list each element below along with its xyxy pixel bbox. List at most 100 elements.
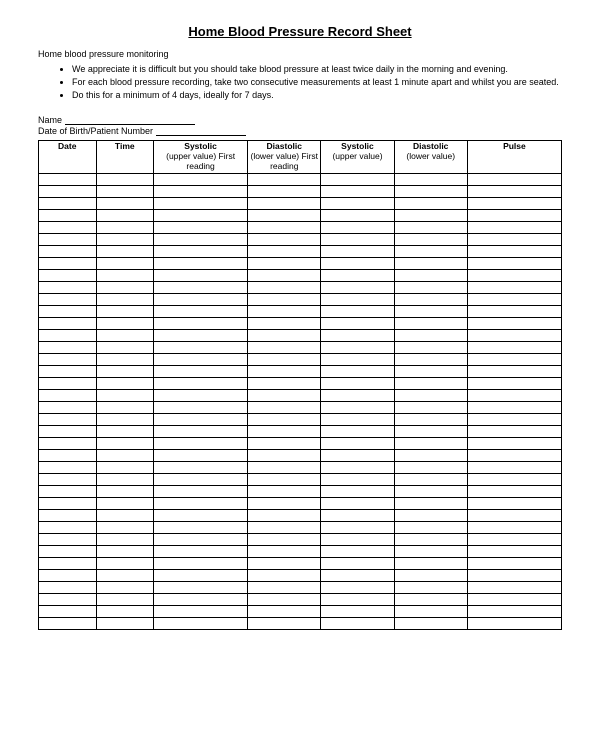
- table-cell: [96, 221, 154, 233]
- table-cell: [394, 197, 467, 209]
- table-cell: [394, 473, 467, 485]
- table-cell: [467, 353, 561, 365]
- table-cell: [248, 281, 321, 293]
- table-row: [39, 569, 562, 581]
- table-cell: [321, 173, 394, 185]
- table-cell: [96, 197, 154, 209]
- table-cell: [248, 185, 321, 197]
- table-cell: [394, 341, 467, 353]
- table-cell: [394, 185, 467, 197]
- table-cell: [96, 497, 154, 509]
- table-cell: [154, 449, 248, 461]
- table-cell: [394, 353, 467, 365]
- table-cell: [96, 557, 154, 569]
- table-row: [39, 557, 562, 569]
- table-cell: [39, 173, 97, 185]
- table-cell: [154, 329, 248, 341]
- table-cell: [394, 365, 467, 377]
- table-cell: [39, 257, 97, 269]
- table-cell: [248, 485, 321, 497]
- table-cell: [154, 473, 248, 485]
- table-cell: [154, 401, 248, 413]
- table-cell: [321, 425, 394, 437]
- table-cell: [154, 569, 248, 581]
- table-row: [39, 257, 562, 269]
- table-cell: [154, 521, 248, 533]
- table-cell: [394, 497, 467, 509]
- table-cell: [39, 377, 97, 389]
- table-cell: [39, 497, 97, 509]
- table-cell: [394, 233, 467, 245]
- table-cell: [39, 233, 97, 245]
- table-cell: [96, 617, 154, 629]
- table-cell: [467, 533, 561, 545]
- table-cell: [39, 533, 97, 545]
- table-cell: [467, 389, 561, 401]
- table-cell: [321, 533, 394, 545]
- table-header-row: DateTimeSystolic(upper value) First read…: [39, 141, 562, 173]
- table-cell: [467, 437, 561, 449]
- table-cell: [248, 545, 321, 557]
- column-header: Systolic(upper value): [321, 141, 394, 173]
- table-cell: [154, 257, 248, 269]
- table-cell: [39, 305, 97, 317]
- table-cell: [321, 377, 394, 389]
- table-head: DateTimeSystolic(upper value) First read…: [39, 141, 562, 173]
- table-cell: [248, 449, 321, 461]
- column-header-main: Date: [41, 142, 94, 152]
- table-row: [39, 605, 562, 617]
- table-cell: [96, 605, 154, 617]
- table-cell: [154, 485, 248, 497]
- table-cell: [394, 581, 467, 593]
- table-cell: [394, 245, 467, 257]
- table-cell: [394, 281, 467, 293]
- table-cell: [248, 221, 321, 233]
- column-header-sub: (upper value) First reading: [156, 152, 245, 172]
- table-cell: [321, 341, 394, 353]
- table-cell: [467, 545, 561, 557]
- table-cell: [248, 305, 321, 317]
- table-row: [39, 221, 562, 233]
- table-cell: [394, 389, 467, 401]
- table-cell: [154, 497, 248, 509]
- table-cell: [96, 461, 154, 473]
- table-cell: [394, 269, 467, 281]
- table-cell: [39, 329, 97, 341]
- table-cell: [321, 257, 394, 269]
- table-cell: [39, 569, 97, 581]
- table-cell: [96, 473, 154, 485]
- table-row: [39, 521, 562, 533]
- table-cell: [154, 245, 248, 257]
- table-cell: [467, 221, 561, 233]
- table-row: [39, 617, 562, 629]
- table-cell: [39, 509, 97, 521]
- table-cell: [248, 401, 321, 413]
- table-cell: [394, 257, 467, 269]
- table-row: [39, 377, 562, 389]
- table-cell: [39, 617, 97, 629]
- table-cell: [467, 617, 561, 629]
- table-row: [39, 341, 562, 353]
- table-cell: [96, 269, 154, 281]
- table-row: [39, 401, 562, 413]
- table-cell: [467, 293, 561, 305]
- table-cell: [154, 545, 248, 557]
- table-cell: [248, 233, 321, 245]
- table-cell: [394, 437, 467, 449]
- table-cell: [154, 173, 248, 185]
- table-row: [39, 293, 562, 305]
- table-cell: [96, 209, 154, 221]
- table-cell: [467, 341, 561, 353]
- table-cell: [394, 485, 467, 497]
- table-row: [39, 497, 562, 509]
- table-cell: [96, 281, 154, 293]
- table-cell: [394, 569, 467, 581]
- table-cell: [96, 533, 154, 545]
- table-cell: [321, 401, 394, 413]
- table-cell: [248, 353, 321, 365]
- table-cell: [39, 461, 97, 473]
- table-cell: [467, 473, 561, 485]
- table-cell: [394, 317, 467, 329]
- table-cell: [96, 581, 154, 593]
- table-cell: [321, 557, 394, 569]
